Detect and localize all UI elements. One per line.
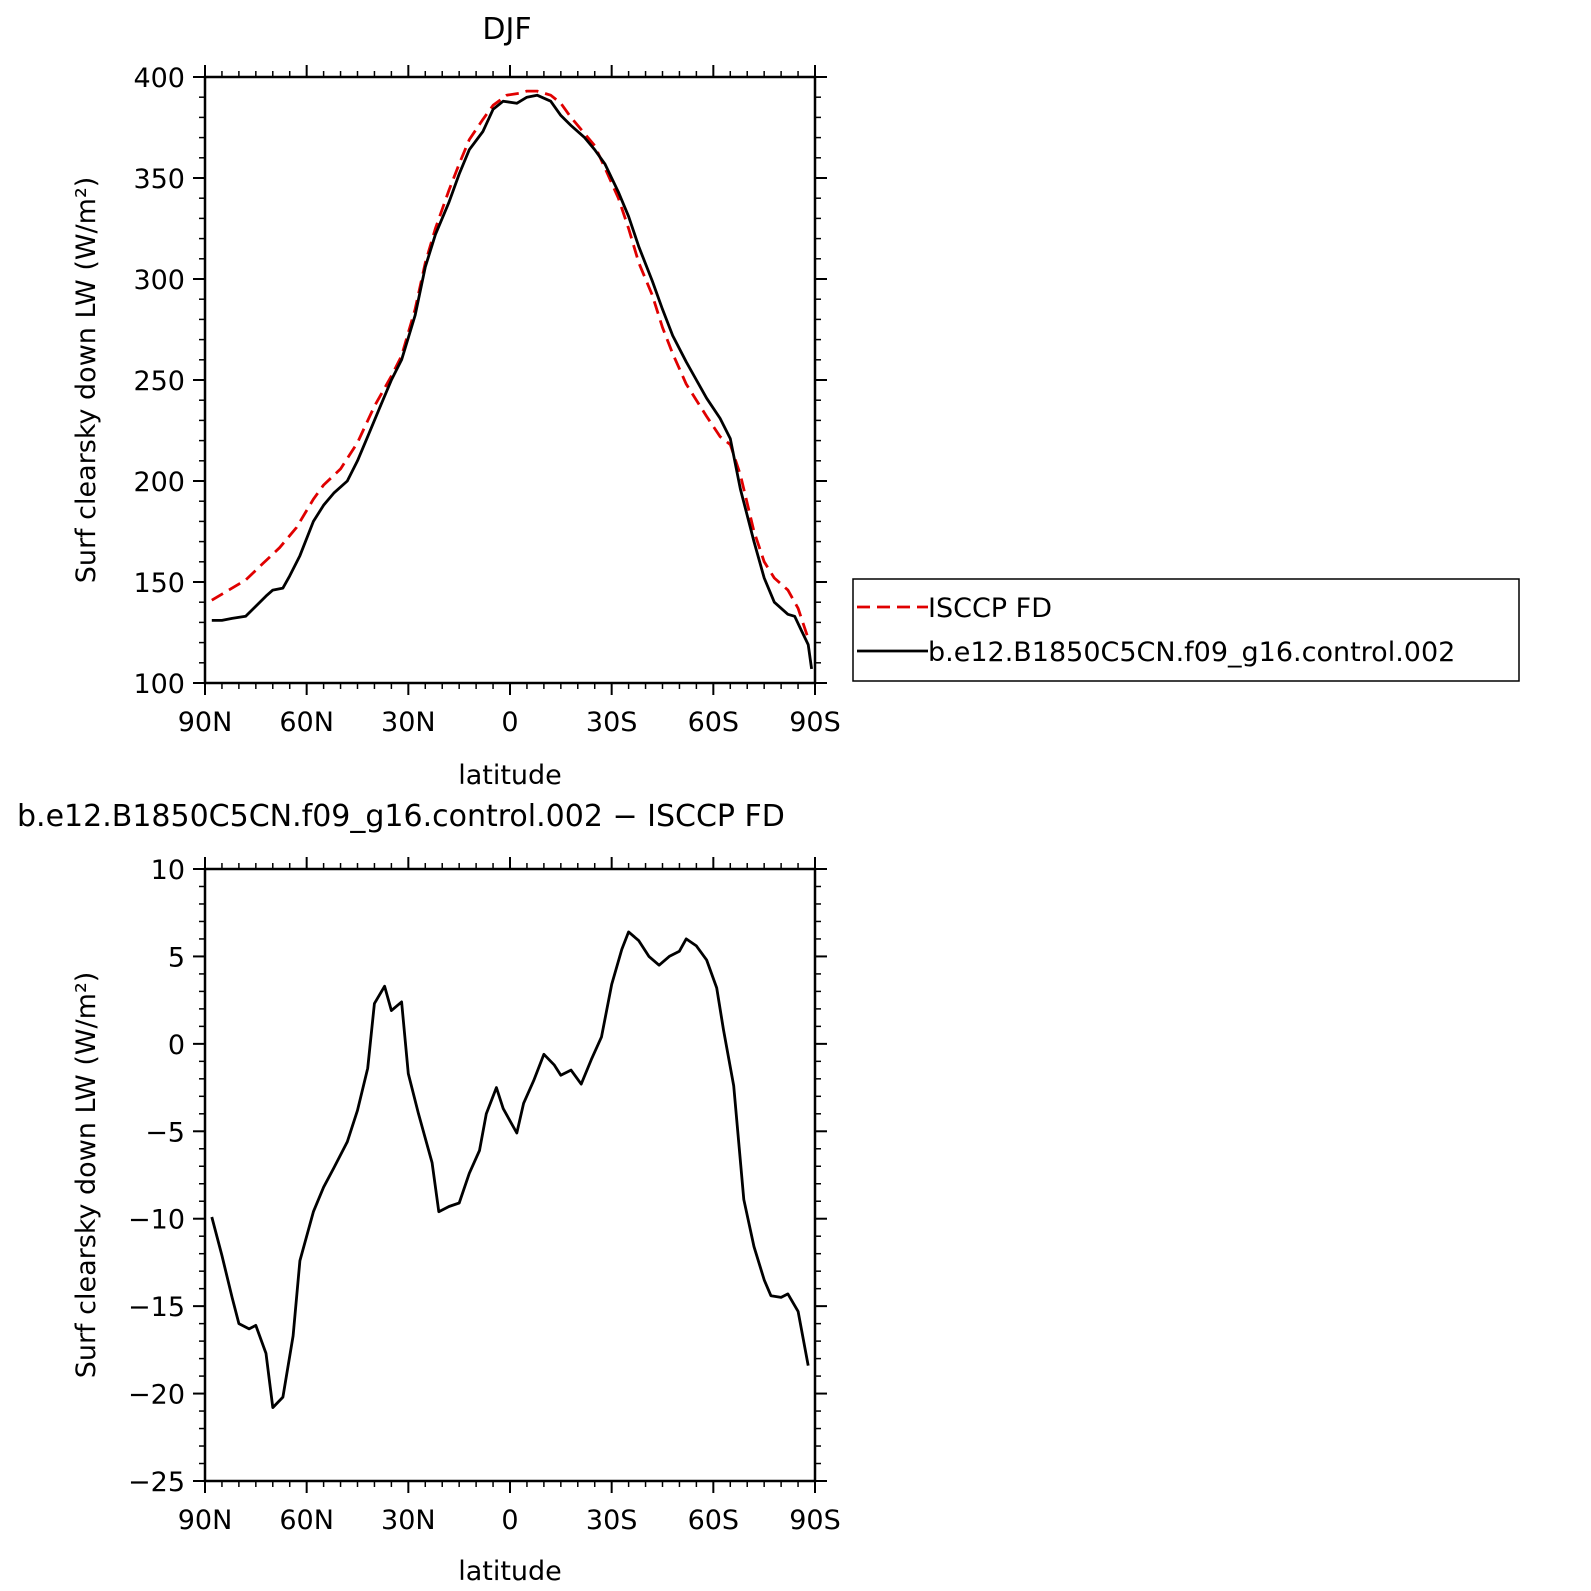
legend-box [852, 578, 1520, 682]
x-tick-label: 0 [501, 707, 518, 738]
y-tick-label: −15 [128, 1292, 185, 1323]
y-tick-label: −25 [128, 1467, 185, 1498]
series-line-isccp [211, 89, 810, 640]
tick-marks [193, 65, 827, 695]
plot-frame [203, 867, 817, 1483]
panel-difference: b.e12.B1850C5CN.f09_g16.control.002 − IS… [17, 799, 841, 1587]
x-tick-label: 90N [178, 1505, 233, 1536]
x-tick-labels: 90N 60N 30N 0 30S 60S 90S [178, 707, 841, 738]
x-axis-label: latitude [458, 1556, 562, 1587]
y-tick-label: −5 [145, 1117, 185, 1148]
x-tick-label: 30S [586, 1505, 638, 1536]
legend-label-model: b.e12.B1850C5CN.f09_g16.control.002 [928, 637, 1455, 668]
series-lines [211, 89, 813, 670]
y-axis-label: Surf clearsky down LW (W/m²) [71, 177, 102, 584]
legend: ISCCP FD b.e12.B1850C5CN.f09_g16.control… [852, 578, 1520, 682]
y-tick-label: 200 [133, 467, 185, 498]
x-tick-label: 30S [586, 707, 638, 738]
y-tick-label: 100 [133, 669, 185, 700]
legend-label-isccp: ISCCP FD [928, 593, 1052, 624]
panel-climatology: DJF 100 150 200 250 300 350 400 90N 60N 30N 0 30S 6… [71, 12, 1520, 791]
chart-title: DJF [482, 12, 531, 47]
y-tick-label: 0 [168, 1030, 185, 1061]
x-tick-label: 60S [688, 707, 740, 738]
x-tick-label: 60N [279, 1505, 334, 1536]
tick-marks [193, 857, 827, 1493]
y-tick-label: −10 [128, 1205, 185, 1236]
series-line-model [211, 93, 813, 670]
y-tick-label: 250 [133, 366, 185, 397]
y-tick-label: 150 [133, 568, 185, 599]
y-tick-label: −20 [128, 1380, 185, 1411]
y-tick-label: 300 [133, 265, 185, 296]
x-tick-labels: 90N 60N 30N 0 30S 60S 90S [178, 1505, 841, 1536]
x-tick-label: 30N [381, 707, 436, 738]
x-tick-label: 60N [279, 707, 334, 738]
y-tick-label: 400 [133, 63, 185, 94]
x-axis-label: latitude [458, 760, 562, 791]
x-tick-label: 30N [381, 1505, 436, 1536]
y-tick-label: 5 [168, 942, 185, 973]
x-tick-label: 90S [789, 1505, 841, 1536]
x-tick-label: 90S [789, 707, 841, 738]
x-tick-label: 90N [178, 707, 233, 738]
y-tick-labels: −25 −20 −15 −10 −5 0 5 10 [128, 855, 185, 1498]
y-tick-label: 350 [133, 164, 185, 195]
y-tick-label: 10 [151, 855, 185, 886]
x-tick-label: 0 [501, 1505, 518, 1536]
plot-frame [203, 75, 817, 685]
x-tick-label: 60S [688, 1505, 740, 1536]
y-tick-labels: 100 150 200 250 300 350 400 [133, 63, 185, 700]
series-lines [210, 930, 810, 1409]
y-axis-label: Surf clearsky down LW (W/m²) [71, 972, 102, 1379]
series-line-difference [210, 930, 810, 1409]
chart-title: b.e12.B1850C5CN.f09_g16.control.002 − IS… [17, 799, 785, 834]
